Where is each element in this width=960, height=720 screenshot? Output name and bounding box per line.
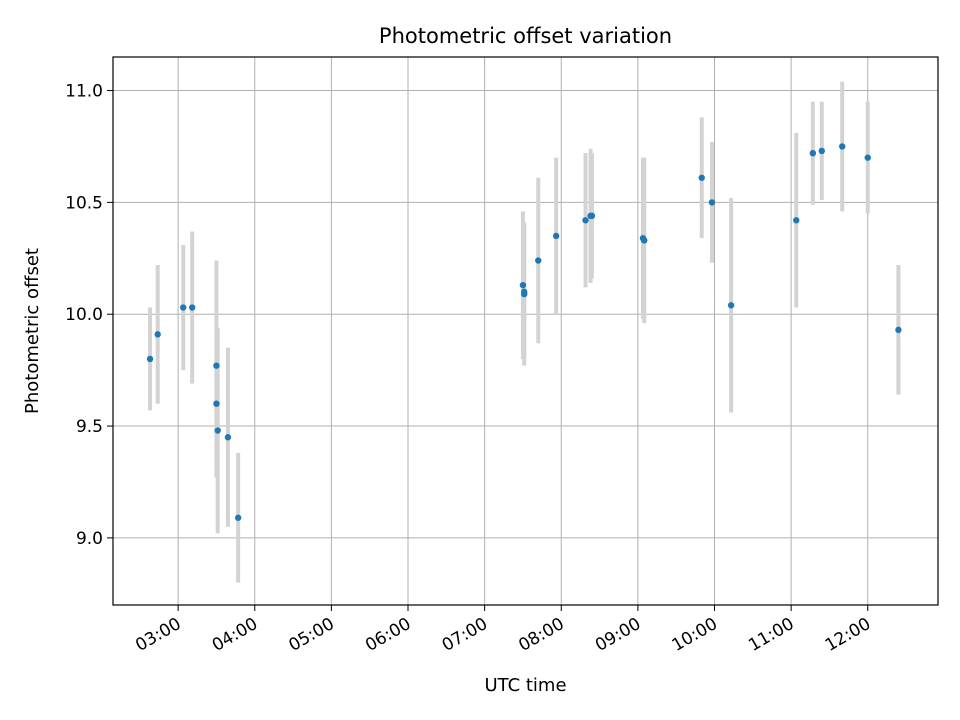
y-tick-label: 9.5 xyxy=(76,417,103,437)
data-point xyxy=(188,304,196,311)
data-point xyxy=(864,154,871,161)
y-tick-label: 10.5 xyxy=(65,193,103,213)
data-point xyxy=(839,143,846,150)
data-point xyxy=(809,149,817,157)
y-axis-title: Photometric offset xyxy=(22,248,43,414)
data-point xyxy=(213,400,220,407)
data-point xyxy=(641,237,648,244)
y-tick-label: 10.0 xyxy=(65,305,103,325)
data-point xyxy=(582,217,589,224)
data-point xyxy=(793,217,800,224)
data-point xyxy=(535,257,542,264)
data-point xyxy=(214,427,221,434)
data-point xyxy=(818,147,825,155)
data-point xyxy=(708,199,716,206)
data-point xyxy=(552,232,560,240)
data-point xyxy=(224,434,232,441)
data-point xyxy=(588,212,596,220)
y-tick-label: 11.0 xyxy=(65,82,103,102)
data-point xyxy=(727,302,735,309)
data-point xyxy=(234,514,242,521)
x-axis-title: UTC time xyxy=(484,675,566,696)
data-point xyxy=(895,326,902,334)
data-point xyxy=(698,174,705,181)
data-point xyxy=(154,331,161,338)
data-point xyxy=(180,304,187,311)
chart-title: Photometric offset variation xyxy=(379,24,672,48)
plot-frame xyxy=(112,56,939,606)
point-layer xyxy=(146,143,902,521)
data-point xyxy=(521,290,528,298)
y-tick-label: 9.0 xyxy=(76,529,103,549)
data-point xyxy=(213,362,220,369)
data-point xyxy=(519,281,527,289)
data-point xyxy=(146,355,154,363)
